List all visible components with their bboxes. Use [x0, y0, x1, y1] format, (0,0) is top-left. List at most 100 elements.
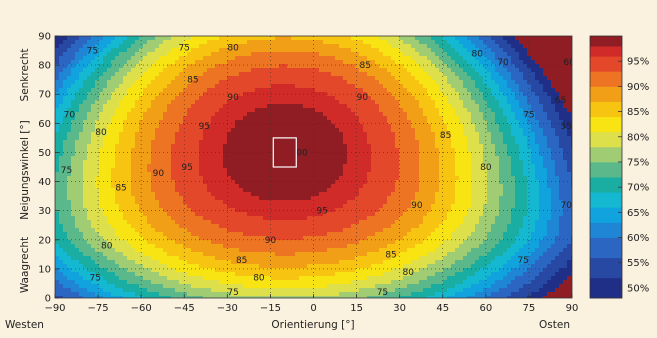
heatmap-cell	[275, 112, 280, 117]
heatmap-cell	[451, 120, 456, 125]
heatmap-cell	[415, 44, 420, 49]
heatmap-cell	[527, 156, 532, 161]
heatmap-cell	[303, 40, 308, 45]
heatmap-cell	[443, 88, 448, 93]
heatmap-cell	[115, 124, 120, 129]
heatmap-cell	[295, 56, 300, 61]
heatmap-cell	[439, 68, 444, 73]
heatmap-cell	[79, 104, 84, 109]
heatmap-cell	[515, 80, 520, 85]
heatmap-cell	[511, 140, 516, 145]
heatmap-cell	[59, 72, 64, 77]
heatmap-cell	[563, 164, 568, 169]
heatmap-cell	[355, 176, 360, 181]
heatmap-cell	[135, 52, 140, 57]
heatmap-cell	[167, 52, 172, 57]
heatmap-cell	[155, 100, 160, 105]
heatmap-cell	[195, 88, 200, 93]
heatmap-cell	[155, 72, 160, 77]
heatmap-cell	[239, 40, 244, 45]
heatmap-cell	[423, 172, 428, 177]
heatmap-cell	[87, 36, 92, 41]
heatmap-cell	[495, 144, 500, 149]
heatmap-cell	[459, 64, 464, 69]
heatmap-cell	[559, 72, 564, 77]
heatmap-cell	[387, 96, 392, 101]
heatmap-cell	[491, 104, 496, 109]
heatmap-cell	[431, 132, 436, 137]
heatmap-cell	[531, 108, 536, 113]
heatmap-cell	[167, 88, 172, 93]
heatmap-cell	[67, 104, 72, 109]
heatmap-cell	[251, 88, 256, 93]
heatmap-cell	[115, 36, 120, 41]
heatmap-cell	[359, 172, 364, 177]
heatmap-cell	[143, 124, 148, 129]
heatmap-cell	[211, 172, 216, 177]
heatmap-cell	[459, 60, 464, 65]
heatmap-cell	[415, 160, 420, 165]
heatmap-cell	[491, 92, 496, 97]
heatmap-cell	[399, 168, 404, 173]
heatmap-cell	[467, 116, 472, 121]
heatmap-cell	[255, 112, 260, 117]
heatmap-cell	[79, 80, 84, 85]
heatmap-cell	[439, 104, 444, 109]
heatmap-cell	[111, 120, 116, 125]
heatmap-cell	[543, 80, 548, 85]
heatmap-cell	[419, 60, 424, 65]
heatmap-cell	[239, 116, 244, 121]
heatmap-cell	[375, 108, 380, 113]
heatmap-cell	[127, 52, 132, 57]
heatmap-cell	[535, 104, 540, 109]
heatmap-cell	[95, 52, 100, 57]
heatmap-cell	[59, 56, 64, 61]
heatmap-cell	[295, 52, 300, 57]
heatmap-cell	[427, 80, 432, 85]
heatmap-cell	[163, 44, 168, 49]
heatmap-cell	[119, 116, 124, 121]
heatmap-cell	[479, 124, 484, 129]
heatmap-cell	[323, 180, 328, 185]
heatmap-cell	[419, 160, 424, 165]
heatmap-cell	[107, 36, 112, 41]
heatmap-cell	[567, 148, 572, 153]
heatmap-cell	[207, 68, 212, 73]
heatmap-cell	[347, 80, 352, 85]
heatmap-cell	[367, 144, 372, 149]
heatmap-cell	[95, 160, 100, 165]
heatmap-cell	[443, 96, 448, 101]
heatmap-cell	[475, 120, 480, 125]
heatmap-cell	[79, 48, 84, 53]
heatmap-cell	[155, 36, 160, 41]
heatmap-cell	[439, 76, 444, 81]
heatmap-cell	[455, 36, 460, 41]
heatmap-cell	[331, 160, 336, 165]
heatmap-cell	[439, 48, 444, 53]
heatmap-cell	[247, 168, 252, 173]
heatmap-cell	[395, 140, 400, 145]
heatmap-cell	[495, 164, 500, 169]
heatmap-cell	[175, 136, 180, 141]
heatmap-cell	[123, 100, 128, 105]
heatmap-cell	[171, 184, 176, 189]
heatmap-cell	[311, 96, 316, 101]
heatmap-cell	[419, 48, 424, 53]
heatmap-cell	[487, 180, 492, 185]
heatmap-cell	[143, 92, 148, 97]
heatmap-cell	[367, 136, 372, 141]
heatmap-cell	[179, 136, 184, 141]
heatmap-cell	[211, 36, 216, 41]
heatmap-cell	[343, 68, 348, 73]
heatmap-cell	[255, 40, 260, 45]
heatmap-cell	[159, 120, 164, 125]
heatmap-cell	[267, 156, 272, 161]
heatmap-cell	[247, 188, 252, 193]
heatmap-cell	[263, 104, 268, 109]
heatmap-cell	[471, 56, 476, 61]
heatmap-cell	[255, 128, 260, 133]
heatmap-cell	[315, 172, 320, 177]
heatmap-cell	[235, 112, 240, 117]
heatmap-cell	[467, 92, 472, 97]
heatmap-cell	[523, 56, 528, 61]
